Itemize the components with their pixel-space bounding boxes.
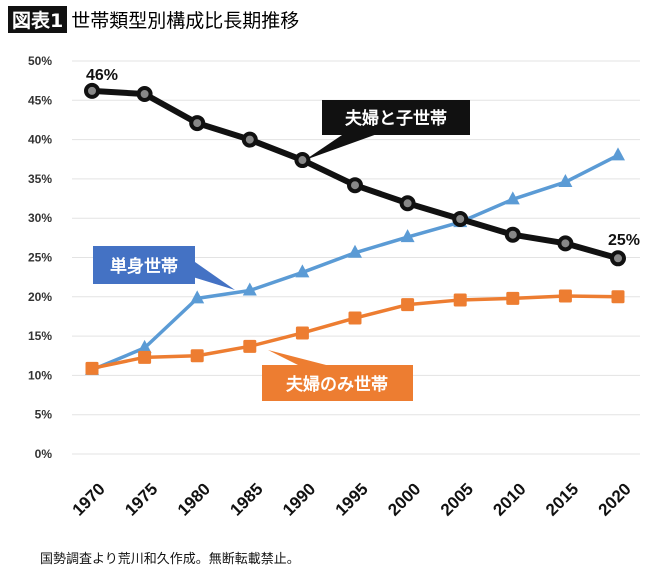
data-point xyxy=(347,177,363,194)
x-tick-label: 2005 xyxy=(437,479,477,519)
y-tick-label: 45% xyxy=(28,93,52,107)
y-tick-label: 25% xyxy=(28,251,52,265)
y-tick-label: 0% xyxy=(35,447,53,461)
data-point xyxy=(241,131,258,148)
data-point xyxy=(610,250,626,267)
x-tick-label: 1990 xyxy=(279,479,319,519)
y-tick-label: 15% xyxy=(28,329,52,343)
data-point xyxy=(506,291,520,305)
y-tick-label: 30% xyxy=(28,211,52,225)
data-point xyxy=(189,115,206,132)
series-line xyxy=(91,294,619,371)
callout-box-couple-child xyxy=(322,100,470,135)
data-point xyxy=(138,350,152,364)
series-square xyxy=(85,289,625,375)
footnote: 国勢調査より荒川和久作成。無断転載禁止。 xyxy=(40,552,300,567)
data-point xyxy=(399,195,416,212)
y-tick-label: 20% xyxy=(28,290,52,304)
data-point xyxy=(294,152,311,169)
annotation-25: 25% xyxy=(608,232,640,249)
y-tick-label: 10% xyxy=(28,368,52,382)
data-point xyxy=(611,290,625,304)
series-label-couple-child: 夫婦と子世帯 xyxy=(345,108,447,129)
data-point xyxy=(295,264,310,278)
series-label-couple-only: 夫婦のみ世帯 xyxy=(286,374,388,395)
x-tick-label: 2010 xyxy=(489,479,529,519)
callout-box-couple-only xyxy=(262,365,413,401)
title-text: 世帯類型別構成比長期推移 xyxy=(71,10,300,32)
x-tick-label: 2020 xyxy=(595,479,635,519)
data-point xyxy=(137,339,152,353)
data-point xyxy=(400,229,415,243)
data-point xyxy=(504,226,521,243)
y-tick-label: 5% xyxy=(35,408,53,422)
data-point xyxy=(505,191,520,205)
callout-box-single xyxy=(93,246,195,284)
data-point xyxy=(190,349,204,363)
data-point xyxy=(611,147,625,161)
x-tick-label: 1980 xyxy=(174,479,214,519)
series-label-single: 単身世帯 xyxy=(110,256,178,277)
data-point xyxy=(452,210,469,227)
data-point xyxy=(190,290,205,304)
x-tick-label: 1970 xyxy=(69,479,109,519)
data-point xyxy=(558,289,572,303)
figure-badge: 図表1 xyxy=(8,6,68,33)
data-point xyxy=(401,298,415,312)
data-point xyxy=(242,282,257,296)
data-point xyxy=(85,361,99,375)
x-tick-label: 1995 xyxy=(332,479,372,519)
data-point xyxy=(84,82,100,99)
data-point xyxy=(348,244,362,258)
data-point xyxy=(295,326,309,340)
data-point xyxy=(243,339,257,353)
callout-pointer-couple-child xyxy=(305,133,380,160)
data-point xyxy=(136,86,153,103)
data-point xyxy=(558,174,573,188)
y-tick-label: 35% xyxy=(28,172,52,186)
x-tick-label: 2015 xyxy=(542,479,582,519)
data-point xyxy=(453,293,467,307)
data-point xyxy=(557,235,574,252)
x-tick-label: 1985 xyxy=(226,479,266,519)
chart-title: 図表1 世帯類型別構成比長期推移 xyxy=(8,6,299,33)
data-point xyxy=(348,311,362,325)
y-tick-label: 40% xyxy=(28,133,52,147)
annotation-46: 46% xyxy=(86,67,118,84)
x-tick-label: 1975 xyxy=(121,479,161,519)
series-circle xyxy=(84,82,626,267)
callout-pointer-couple-only xyxy=(268,350,330,366)
y-tick-label: 50% xyxy=(28,54,52,68)
x-tick-label: 2000 xyxy=(384,479,424,519)
